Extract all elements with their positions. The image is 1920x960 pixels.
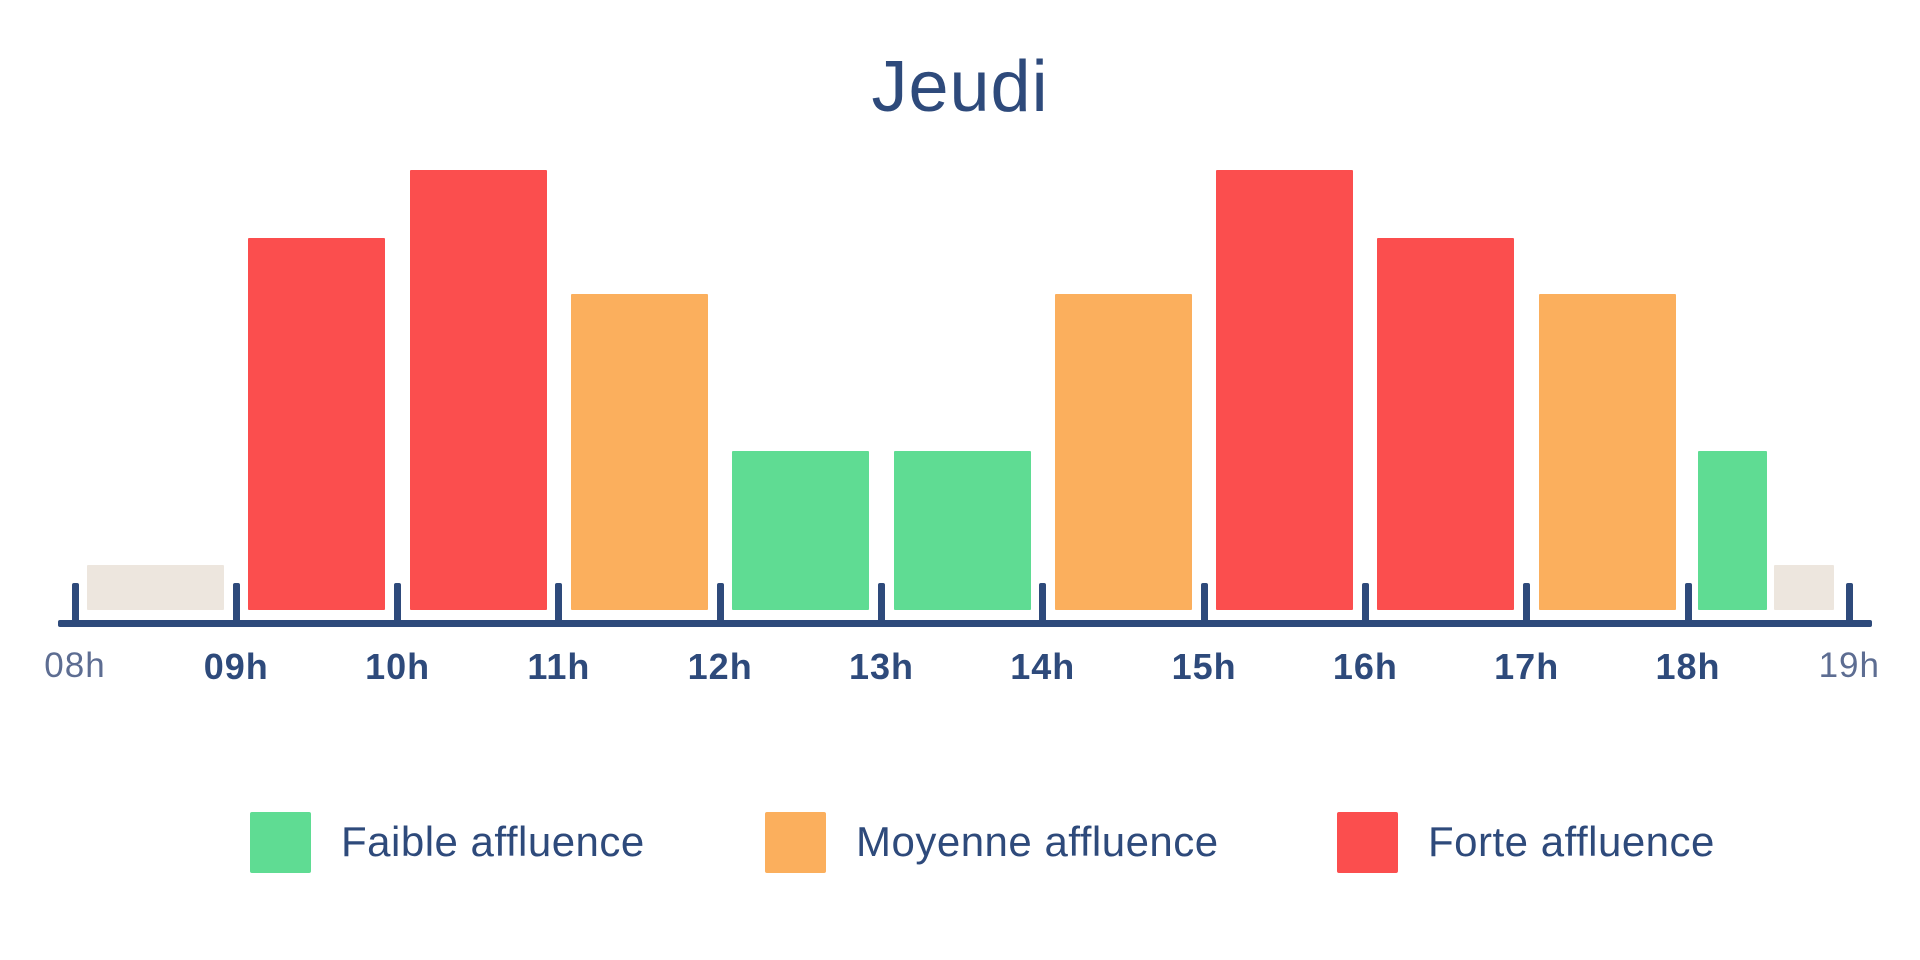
x-axis-tick-18h — [1684, 583, 1692, 624]
bar-18h30-neutral — [1774, 565, 1834, 610]
bar-11h-moyenne — [571, 294, 708, 610]
x-axis-tick-10h — [394, 583, 402, 624]
legend-label-faible: Faible affluence — [341, 818, 645, 865]
x-axis-label-10h: 10h — [365, 646, 431, 687]
x-axis-label-08h: 08h — [44, 646, 106, 685]
bar-09h-forte — [248, 238, 385, 610]
x-axis-label-11h: 11h — [527, 646, 591, 687]
x-axis-label-16h: 16h — [1332, 646, 1398, 687]
bar-16h-forte — [1377, 238, 1514, 610]
x-axis-tick-08h — [71, 583, 79, 624]
bar-10h-forte — [410, 170, 547, 610]
legend-item-forte: Forte affluence — [1337, 810, 1715, 874]
x-axis-label-13h: 13h — [848, 646, 915, 687]
bar-14h-moyenne — [1055, 294, 1192, 610]
x-axis-label-09h: 09h — [203, 646, 269, 687]
bar-18h-faible — [1698, 451, 1767, 610]
plot-area: 08h 09h 10h 11h 12h 13h 14h 15h 16h 17h 18h 19h — [44, 170, 1880, 687]
chart-title: Jeudi — [871, 47, 1049, 127]
x-axis-label-17h: 17h — [1494, 646, 1560, 687]
x-axis-tick-13h — [878, 583, 885, 624]
x-axis-tick-12h — [716, 583, 724, 624]
legend-item-moyenne: Moyenne affluence — [765, 810, 1219, 874]
legend-swatch-faible — [250, 811, 311, 873]
legend-label-forte: Forte affluence — [1428, 818, 1715, 865]
x-axis-tick-15h — [1200, 583, 1208, 624]
bar-13h-faible — [894, 451, 1031, 610]
x-axis-label-15h: 15h — [1171, 646, 1237, 687]
legend-swatch-forte — [1337, 811, 1398, 873]
legend: Faible affluence Moyenne affluence Forte… — [0, 810, 1920, 874]
x-axis-tick-17h — [1523, 583, 1531, 624]
x-axis-label-18h: 18h — [1655, 646, 1721, 687]
legend-item-faible: Faible affluence — [250, 810, 645, 874]
x-axis-label-12h: 12h — [687, 646, 753, 687]
legend-swatch-moyenne — [765, 811, 826, 873]
x-axis-tick-11h — [555, 583, 563, 624]
bar-15h-forte — [1216, 170, 1353, 610]
x-axis-tick-19h — [1845, 583, 1853, 624]
x-axis-tick-14h — [1039, 583, 1047, 624]
x-axis-line — [58, 620, 1872, 627]
bar-08h-neutral — [87, 565, 224, 610]
x-axis-label-19h: 19h — [1818, 646, 1880, 685]
x-axis-tick-09h — [232, 583, 240, 624]
bar-17h-moyenne — [1539, 294, 1676, 610]
bar-12h-faible — [732, 451, 869, 610]
legend-label-moyenne: Moyenne affluence — [856, 818, 1219, 865]
x-axis-tick-16h — [1361, 583, 1369, 624]
x-axis-label-14h: 14h — [1010, 646, 1076, 687]
